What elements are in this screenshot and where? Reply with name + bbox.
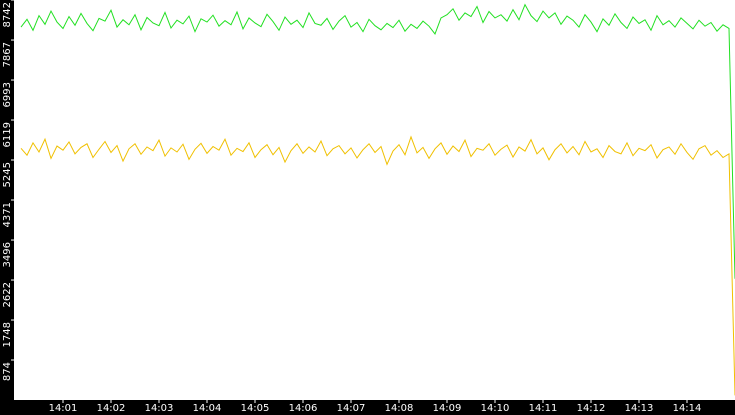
x-tick-label: 14:04: [193, 403, 222, 414]
x-tick-label: 14:07: [337, 403, 366, 414]
x-tick-label: 14:09: [433, 403, 462, 414]
y-tick-label: 874: [2, 362, 13, 381]
y-tick-label: 8742: [2, 2, 13, 27]
x-tick-label: 14:13: [625, 403, 654, 414]
x-tick-label: 14:14: [673, 403, 702, 414]
x-tick-label: 14:05: [241, 403, 270, 414]
y-tick-label: 1748: [2, 322, 13, 347]
x-tick-label: 14:10: [481, 403, 510, 414]
series-line: [20, 135, 735, 396]
series-line: [20, 3, 735, 279]
y-axis-strip: [0, 0, 14, 415]
y-tick-label: 2622: [2, 282, 13, 307]
y-tick-label: 6119: [2, 122, 13, 147]
x-tick-label: 14:01: [49, 403, 78, 414]
x-tick-label: 14:08: [385, 403, 414, 414]
x-axis-strip: [0, 400, 735, 415]
x-tick-label: 14:12: [577, 403, 606, 414]
y-tick-label: 5245: [2, 162, 13, 187]
x-tick-label: 14:02: [97, 403, 126, 414]
y-tick-label: 7867: [2, 42, 13, 67]
x-tick-label: 14:03: [145, 403, 174, 414]
x-tick-label: 14:11: [529, 403, 558, 414]
x-tick-label: 14:06: [289, 403, 318, 414]
y-tick-label: 6993: [2, 82, 13, 107]
y-tick-label: 3496: [2, 242, 13, 267]
y-tick-label: 4371: [2, 202, 13, 227]
